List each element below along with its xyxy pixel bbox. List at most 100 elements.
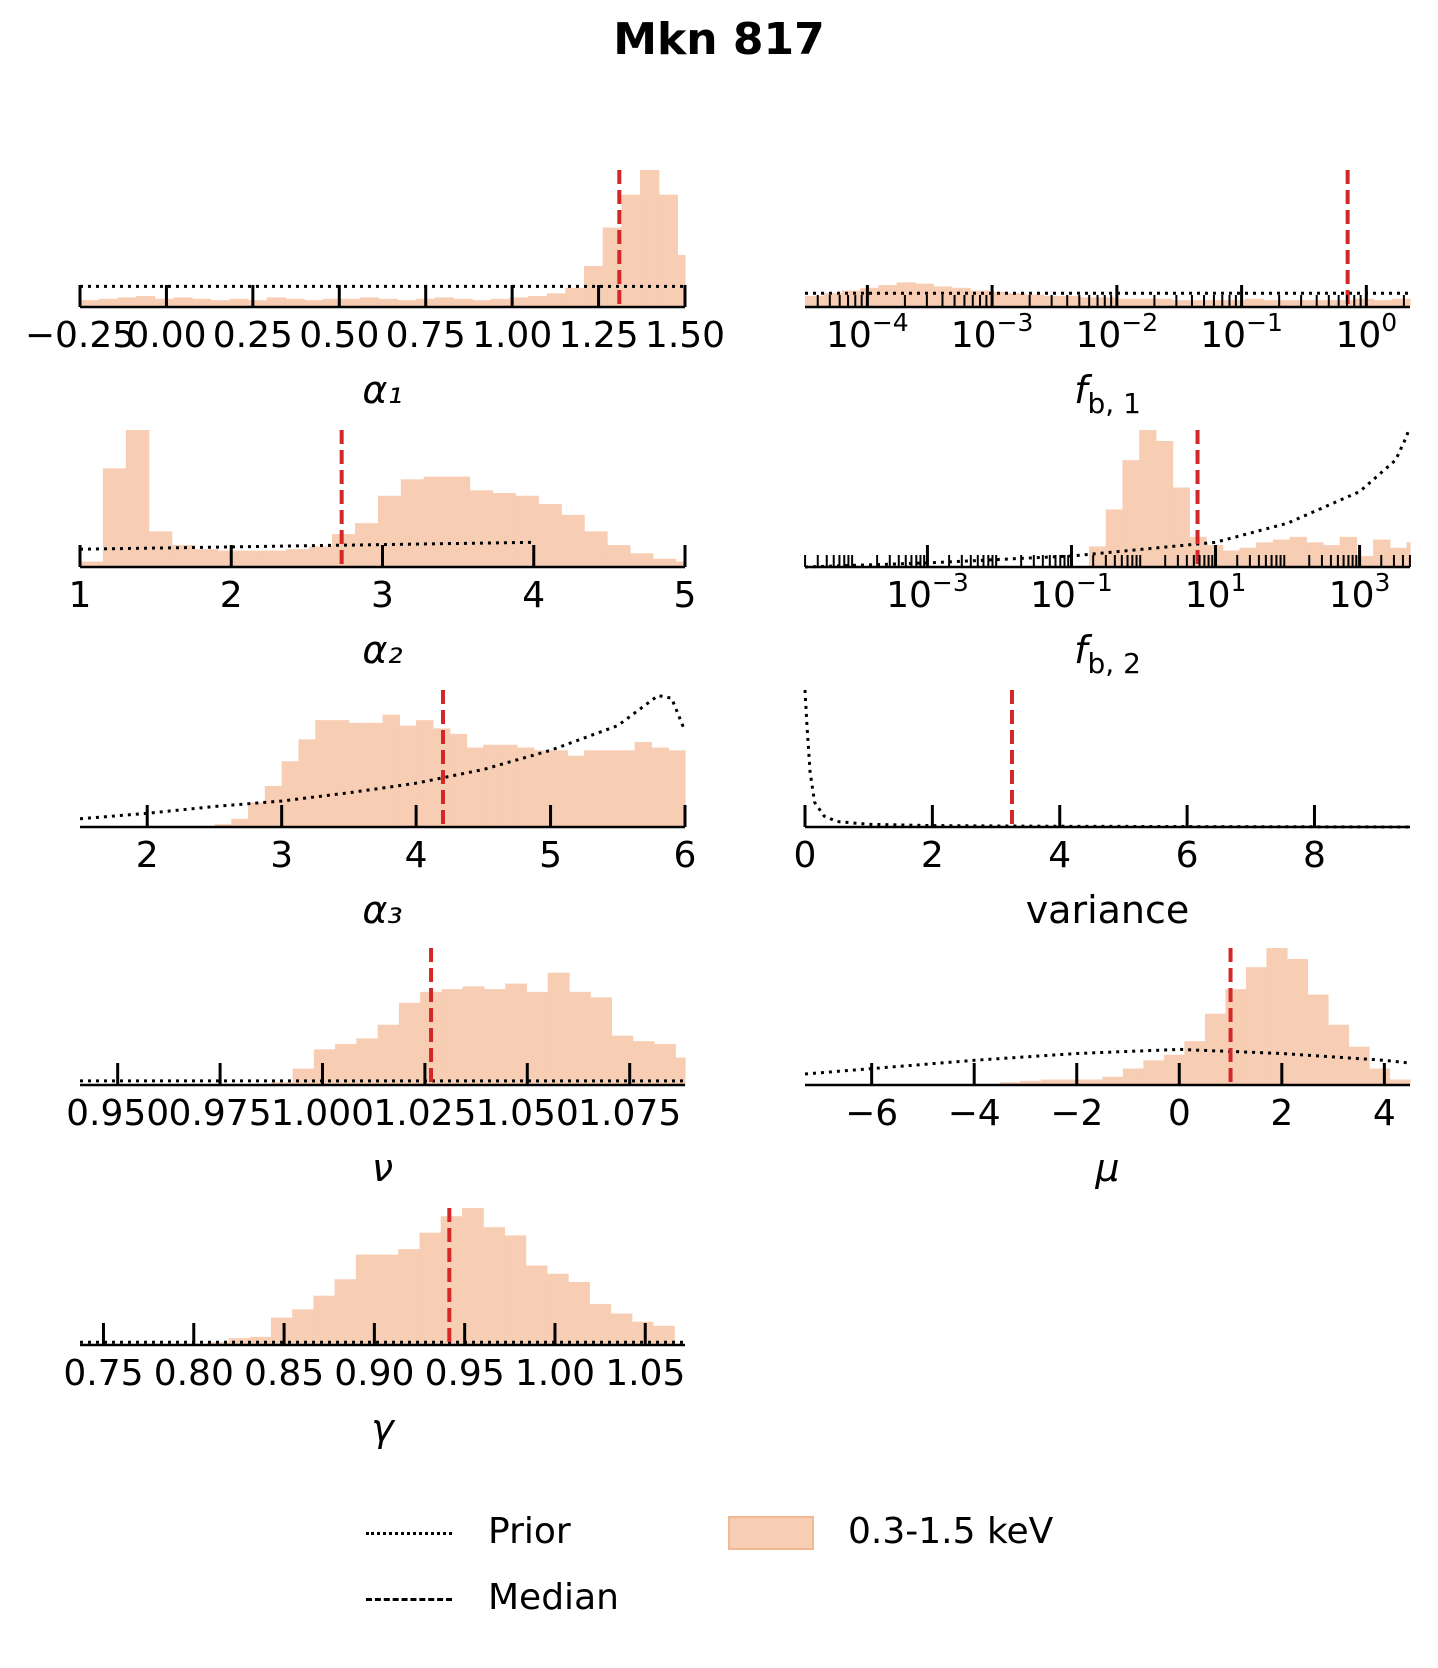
panel-1-tick-label-1: 10−3	[951, 308, 1034, 356]
panel-1-bar-26	[1281, 300, 1301, 307]
panel-4-bar-14	[449, 733, 468, 827]
panel-4-bar-4	[281, 761, 300, 827]
panel-4-bar-1	[231, 818, 249, 827]
panel-7-bar-12	[1245, 967, 1268, 1085]
panel-5-tick-label-1: 2	[921, 835, 944, 876]
panel-6-p: 0.950 0.975 1.000 1.025 1.050 1.075 ν	[66, 948, 686, 1190]
panel-1-bar-24	[1245, 298, 1265, 307]
panel-0-bar-20	[453, 298, 473, 307]
panel-6-tick-label-4: 1.050	[476, 1093, 579, 1134]
panel-2-bar-15	[423, 476, 448, 567]
panel-7-bar-5	[1102, 1076, 1124, 1085]
panel-7-bar-10	[1204, 1013, 1227, 1085]
panel-7-bar-14	[1286, 958, 1309, 1085]
panel-8-bar-23	[568, 1281, 590, 1345]
panel-2-bar-17	[469, 490, 494, 567]
panel-0-bar-1	[98, 298, 118, 307]
panel-1-bar-14	[1061, 296, 1081, 307]
panel-3-bar-36	[1406, 542, 1411, 567]
panel-8-bar-18	[461, 1208, 484, 1345]
panel-2-bar-18	[492, 493, 516, 567]
panel-4-tick-label-2: 4	[405, 835, 428, 876]
panel-6-bar-27	[653, 1043, 676, 1085]
panel-6-bar-22	[547, 972, 570, 1085]
panel-2-tick-label-0: 1	[69, 575, 92, 616]
panel-1-bar-18	[1135, 298, 1155, 307]
panel-2-bar-12	[354, 523, 379, 567]
panel-8-bar-7	[228, 1338, 251, 1345]
panel-4-bar-18	[516, 747, 535, 827]
panel-2-bar-23	[607, 545, 631, 567]
panel-0-bar-31	[658, 194, 678, 307]
panel-3-bar-22	[1172, 487, 1190, 567]
panel-7-tick-label-4: 2	[1270, 1093, 1293, 1134]
panel-2-bar-20	[538, 503, 562, 567]
panel-1-tick-label-4: 100	[1335, 308, 1397, 356]
panel-7-bar-17	[1348, 1046, 1370, 1085]
panel-3-bar-29	[1289, 536, 1307, 567]
panel-3-bar-19	[1122, 460, 1140, 567]
panel-0-tick-label-1: 0.00	[126, 315, 206, 356]
panel-6-axis-label: ν	[372, 1146, 393, 1190]
panel-1-bar-4	[878, 285, 898, 307]
panel-3-bar-21	[1155, 440, 1174, 567]
panel-2-tick-label-1: 2	[220, 575, 243, 616]
panel-0-tick-label-5: 1.00	[472, 315, 552, 356]
panel-6-tick-label-0: 0.950	[66, 1093, 169, 1134]
panel-0-tick-label-6: 1.25	[558, 315, 638, 356]
panel-4-prior-curve	[79, 693, 687, 821]
panel-0-bar-9	[248, 300, 268, 307]
panel-5-tick-label-3: 6	[1176, 835, 1199, 876]
panel-1-tick-label-2: 10−2	[1076, 308, 1159, 356]
panel-1-axis-label: fb, 1	[1074, 368, 1141, 420]
panel-8-tick-label-6: 1.05	[605, 1353, 685, 1394]
panel-4-bar-11	[399, 725, 417, 827]
panel-4-bar-9	[365, 722, 384, 827]
panel-0-bar-21	[472, 300, 492, 307]
panel-2-tick-label-2: 3	[371, 575, 394, 616]
panel-2-tick-label-4: 5	[674, 575, 697, 616]
panel-1-tick-label-0: 10−4	[826, 308, 909, 356]
panel-0-bar-19	[434, 297, 454, 307]
panel-4-bar-17	[500, 744, 518, 827]
panel-7-bar-3	[1061, 1079, 1083, 1085]
panel-4-bar-8	[348, 722, 367, 827]
panel-0-bar-6	[192, 298, 212, 307]
panel-2-bar-9	[286, 549, 310, 567]
panel-0-bar-0	[80, 300, 100, 307]
panel-3-bar-27	[1256, 542, 1274, 567]
panel-8-bar-25	[610, 1313, 633, 1345]
panel-8-bar-26	[631, 1321, 654, 1345]
panel-4-bar-24	[617, 750, 636, 827]
panel-4-bar-23	[600, 750, 619, 827]
panel-7-bar-4	[1081, 1079, 1103, 1085]
panel-3-bar-25	[1222, 550, 1241, 567]
panel-8-bar-10	[292, 1309, 315, 1345]
panel-8-bar-13	[355, 1254, 378, 1345]
panel-1-tick-label-3: 10−1	[1200, 308, 1283, 356]
panel-8-bar-15	[398, 1249, 421, 1345]
panel-8-bar-20	[504, 1235, 527, 1345]
panel-1-bar-12	[1025, 294, 1044, 307]
panel-1-bar-16	[1098, 297, 1118, 307]
panel-4-bar-20	[550, 750, 568, 827]
panel-2-bar-26	[675, 561, 686, 567]
panel-0-tick-label-2: 0.25	[213, 315, 293, 356]
panel-0-bar-10	[266, 297, 286, 307]
panel-0-bar-16	[378, 298, 398, 307]
panel-0-bar-15	[360, 297, 380, 307]
panel-1-bar-6	[915, 283, 934, 307]
panel-7-bar-0	[999, 1082, 1021, 1085]
panel-7-tick-label-5: 4	[1373, 1093, 1396, 1134]
panel-8-tick-label-2: 0.85	[244, 1353, 324, 1394]
panel-0-bar-24	[528, 296, 548, 307]
panel-1-bar-2	[841, 290, 861, 307]
panel-0-bar-5	[173, 297, 193, 307]
panel-8-bar-16	[419, 1232, 442, 1345]
panel-2-bar-6	[217, 550, 242, 567]
panel-3-bar-17	[1089, 546, 1107, 567]
panel-7-tick-label-1: −4	[948, 1093, 1001, 1134]
panel-7-bar-19	[1389, 1079, 1411, 1085]
panel-2-bar-0	[80, 561, 104, 567]
panel-7-bar-6	[1122, 1068, 1144, 1085]
